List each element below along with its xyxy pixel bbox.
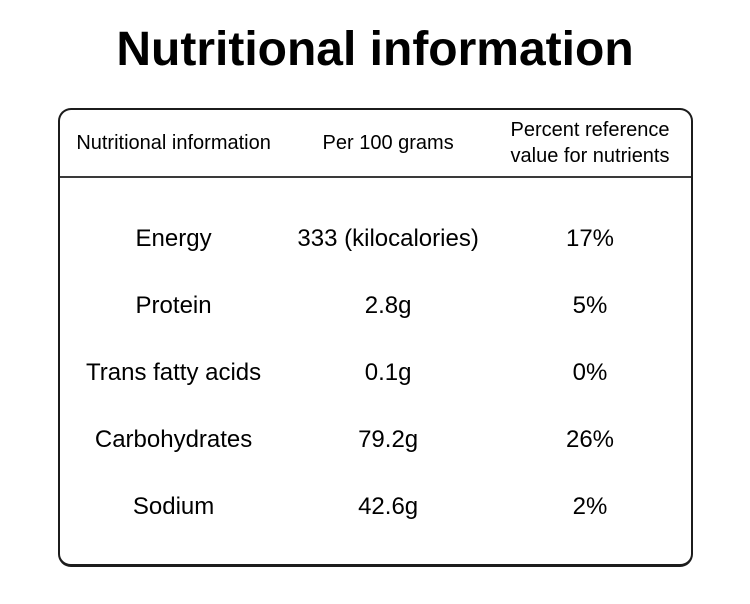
col-header-percent-reference: Percent reference value for nutrients xyxy=(510,119,670,167)
table-row-energy: Energy 333 (kilocalories) 17% xyxy=(60,205,691,272)
cell-nutrient: Energy xyxy=(135,224,212,252)
table-row-trans-fatty-acids: Trans fatty acids 0.1g 0% xyxy=(60,339,691,406)
cell-amount: 2.8g xyxy=(364,291,412,319)
table-row-protein: Protein 2.8g 5% xyxy=(60,272,691,339)
cell-nutrient: Sodium xyxy=(132,492,215,520)
col-header-per-100-grams: Per 100 grams xyxy=(322,132,454,154)
cell-nutrient: Protein xyxy=(135,291,212,319)
table-header-row: Nutritional information Per 100 grams Pe… xyxy=(60,110,691,178)
cell-amount: 79.2g xyxy=(358,425,419,453)
cell-percent: 17% xyxy=(565,224,615,252)
table-row-carbohydrates: Carbohydrates 79.2g 26% xyxy=(60,406,691,473)
nutrition-table: Nutritional information Per 100 grams Pe… xyxy=(58,108,693,567)
col-header-nutrient: Nutritional information xyxy=(76,132,271,154)
cell-percent: 0% xyxy=(572,358,608,386)
table-body: Energy 333 (kilocalories) 17% Protein 2.… xyxy=(60,178,691,540)
cell-amount: 0.1g xyxy=(364,358,412,386)
cell-nutrient: Carbohydrates xyxy=(94,425,253,453)
table-row-sodium: Sodium 42.6g 2% xyxy=(60,473,691,540)
cell-percent: 5% xyxy=(572,291,608,319)
cell-percent: 2% xyxy=(572,492,608,520)
cell-nutrient: Trans fatty acids xyxy=(85,358,262,386)
cell-percent: 26% xyxy=(565,425,615,453)
cell-amount: 333 (kilocalories) xyxy=(297,224,479,252)
cell-amount: 42.6g xyxy=(358,492,419,520)
page-title: Nutritional information xyxy=(116,23,634,76)
